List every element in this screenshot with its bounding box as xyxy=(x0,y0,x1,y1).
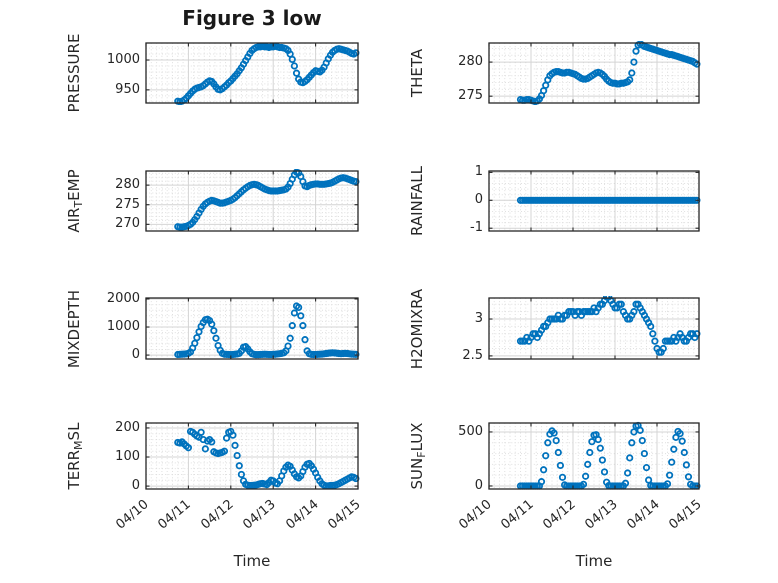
tick-marks xyxy=(488,423,700,489)
y-axis-label-text: EMP xyxy=(65,169,83,201)
y-axis-label-subscript: T xyxy=(72,200,85,208)
subplot-terr_msl xyxy=(145,422,360,490)
minor-grid xyxy=(489,423,699,489)
axes-box xyxy=(145,297,359,360)
tick-marks xyxy=(488,171,700,231)
y-axis-label-subscript: F xyxy=(415,451,428,458)
ytick-label-h2omixra-2.5: 2.5 xyxy=(462,347,483,363)
tick-marks xyxy=(488,298,700,359)
y-axis-label-text: SUN xyxy=(408,457,426,490)
axes-box xyxy=(145,170,359,232)
ytick-label-rainfall--1: -1 xyxy=(470,220,483,236)
tick-marks xyxy=(145,43,359,103)
axes-box xyxy=(488,170,700,232)
minor-grid xyxy=(146,171,358,231)
scatter-series-mixdepth xyxy=(174,302,360,359)
minor-grid xyxy=(489,298,699,359)
subplot-pressure xyxy=(145,42,360,105)
ytick-label-mixdepth-0: 0 xyxy=(131,347,140,363)
ytick-label-h2omixra-3: 3 xyxy=(474,311,483,327)
axes-box xyxy=(145,42,359,104)
tick-marks xyxy=(145,423,359,489)
ytick-label-rainfall-1: 1 xyxy=(474,164,483,180)
scatter-series-sun_flux xyxy=(516,421,701,490)
ytick-label-theta-280: 280 xyxy=(458,54,483,70)
scatter-series-theta xyxy=(516,41,701,105)
y-axis-label-subscript: M xyxy=(72,440,85,450)
ytick-label-air_temp-275: 275 xyxy=(115,196,140,212)
ytick-label-terr_msl-0: 0 xyxy=(131,478,140,494)
subplot-sun_flux xyxy=(488,421,701,490)
ytick-label-sun_flux-0: 0 xyxy=(474,477,483,493)
ytick-label-mixdepth-2000: 2000 xyxy=(106,290,140,306)
ytick-label-air_temp-280: 280 xyxy=(115,177,140,193)
y-axis-label-text: SL xyxy=(65,422,83,441)
scatter-series-terr_msl xyxy=(174,427,360,490)
subplot-mixdepth xyxy=(145,297,360,360)
major-grid xyxy=(489,298,699,359)
ytick-label-mixdepth-1000: 1000 xyxy=(106,319,140,335)
axes-box xyxy=(488,42,700,104)
tick-marks xyxy=(145,298,359,359)
y-axis-label-sun_flux: SUNFLUX xyxy=(407,336,428,576)
axes-box xyxy=(145,422,359,490)
figure-title: Figure 3 low xyxy=(182,6,322,30)
subplot-h2omixra xyxy=(488,296,701,360)
scatter-series-air_temp xyxy=(174,169,360,231)
ytick-label-pressure-950: 950 xyxy=(115,81,140,97)
minor-grid xyxy=(146,423,358,489)
tick-marks xyxy=(145,171,359,231)
y-axis-label-terr_msl: TERRMSL xyxy=(64,336,85,576)
axes-box xyxy=(488,422,700,490)
ytick-label-terr_msl-100: 100 xyxy=(115,449,140,465)
ytick-label-sun_flux-500: 500 xyxy=(458,423,483,439)
axes-box xyxy=(488,297,700,360)
y-axis-label-text: TERR xyxy=(65,449,83,490)
ytick-label-terr_msl-200: 200 xyxy=(115,419,140,435)
ytick-label-air_temp-270: 270 xyxy=(115,216,140,232)
ytick-label-pressure-1000: 1000 xyxy=(106,52,140,67)
x-axis-label-right: Time xyxy=(575,552,613,570)
x-axis-label-left: Time xyxy=(233,552,271,570)
ytick-label-rainfall-0: 0 xyxy=(474,192,483,208)
subplot-rainfall xyxy=(488,170,701,232)
subplot-theta xyxy=(488,41,701,105)
tick-marks xyxy=(488,43,700,103)
scatter-series-rainfall xyxy=(516,196,701,204)
minor-grid xyxy=(489,171,699,231)
scatter-series-h2omixra xyxy=(516,296,701,356)
subplot-air_temp xyxy=(145,169,360,232)
scatter-series-pressure xyxy=(174,42,360,105)
y-axis-label-text: LUX xyxy=(408,422,426,452)
ytick-label-theta-275: 275 xyxy=(458,88,483,104)
